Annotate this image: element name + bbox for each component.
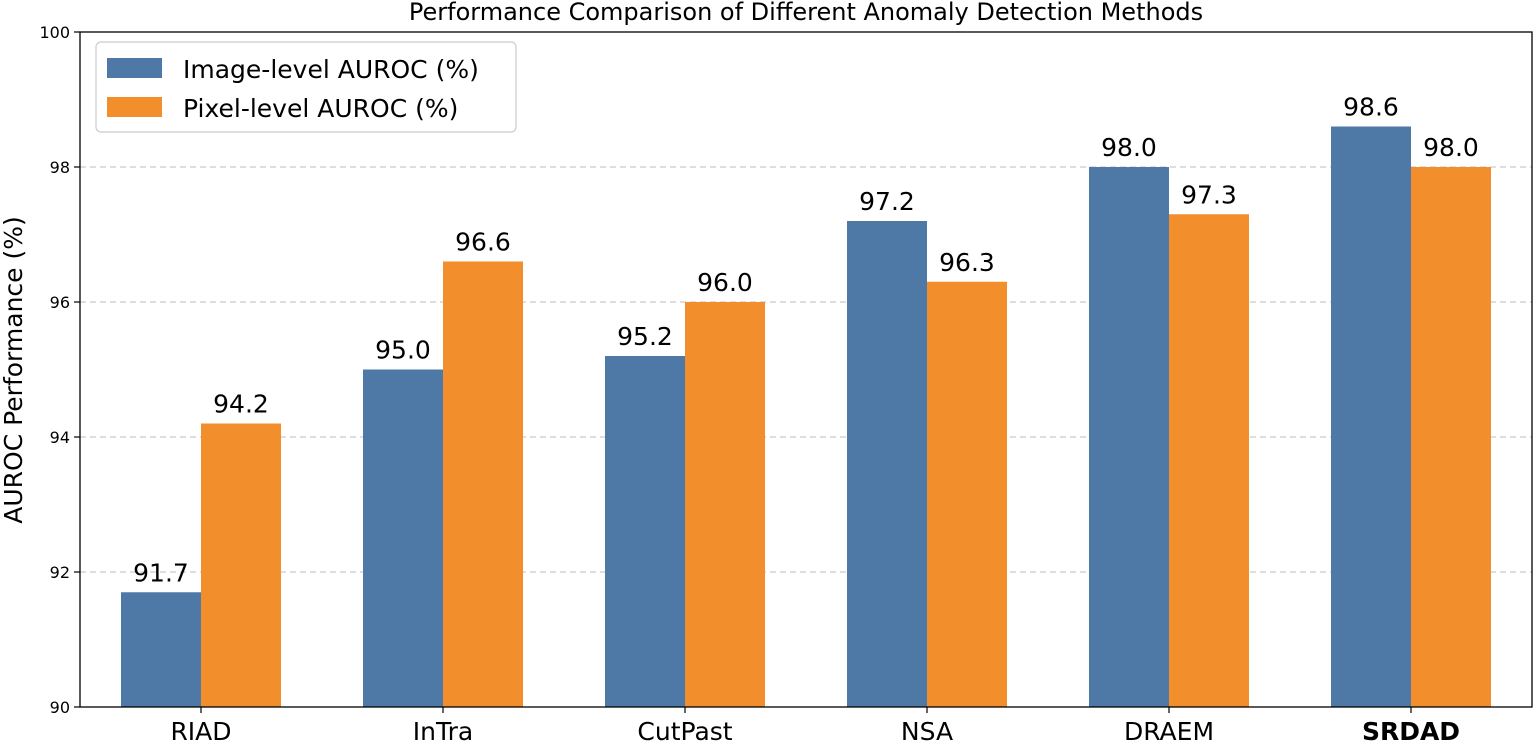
legend-label-image-level: Image-level AUROC (%) bbox=[183, 55, 479, 84]
y-tick-label: 98 bbox=[50, 158, 70, 177]
bar-pixel-level-intra bbox=[443, 261, 523, 707]
bar-image-level-nsa bbox=[847, 221, 927, 707]
legend-swatch-image-level bbox=[107, 58, 162, 78]
x-tick-label-intra: InTra bbox=[413, 717, 473, 742]
data-label: 98.6 bbox=[1343, 93, 1399, 122]
data-label: 96.3 bbox=[939, 248, 995, 277]
data-label: 98.0 bbox=[1423, 133, 1479, 162]
data-labels: 91.7 95.0 95.2 97.2 98.0 98.6 94.2 96.6 96.0 96.3… bbox=[133, 93, 1479, 588]
x-axis-ticks: RIAD InTra CutPast NSA DRAEM SRDAD bbox=[170, 707, 1460, 742]
x-tick-label-cutpast: CutPast bbox=[637, 717, 732, 742]
data-label: 96.6 bbox=[455, 228, 511, 257]
data-label: 98.0 bbox=[1101, 133, 1157, 162]
legend-label-pixel-level: Pixel-level AUROC (%) bbox=[183, 94, 458, 123]
y-tick-label: 94 bbox=[50, 428, 70, 447]
legend-swatch-pixel-level bbox=[107, 97, 162, 117]
data-label: 96.0 bbox=[697, 268, 753, 297]
bar-pixel-level-riad bbox=[201, 423, 281, 707]
legend: Image-level AUROC (%) Pixel-level AUROC … bbox=[95, 41, 517, 133]
bar-pixel-level-cutpast bbox=[685, 302, 765, 707]
x-tick-label-draem: DRAEM bbox=[1124, 717, 1214, 742]
data-label: 97.2 bbox=[859, 187, 915, 216]
y-axis-label: AUROC Performance (%) bbox=[0, 216, 28, 523]
chart-title: Performance Comparison of Different Anom… bbox=[409, 0, 1203, 26]
bar-image-level-intra bbox=[363, 369, 443, 707]
y-axis-ticks: 90 92 94 96 98 100 bbox=[39, 23, 80, 717]
bar-image-level-riad bbox=[121, 592, 201, 707]
data-label: 94.2 bbox=[213, 390, 269, 419]
bar-image-level-srdad bbox=[1331, 126, 1411, 707]
data-label: 91.7 bbox=[133, 558, 189, 587]
bar-image-level-cutpast bbox=[605, 356, 685, 707]
data-label: 97.3 bbox=[1181, 180, 1237, 209]
plot-frame bbox=[79, 31, 1533, 708]
bar-pixel-level-srdad bbox=[1411, 167, 1491, 707]
y-tick-label: 96 bbox=[50, 293, 70, 312]
y-tick-label: 100 bbox=[39, 23, 70, 42]
x-tick-label-riad: RIAD bbox=[170, 717, 231, 742]
y-tick-label: 90 bbox=[50, 698, 70, 717]
x-tick-label-srdad: SRDAD bbox=[1362, 717, 1460, 742]
legend-frame bbox=[95, 41, 517, 133]
bar-pixel-level-draem bbox=[1169, 214, 1249, 707]
bar-image-level-draem bbox=[1089, 167, 1169, 707]
data-label: 95.2 bbox=[617, 322, 673, 351]
gridlines bbox=[80, 166, 1532, 573]
data-label: 95.0 bbox=[375, 336, 431, 365]
y-tick-label: 92 bbox=[50, 563, 70, 582]
bar-pixel-level-nsa bbox=[927, 281, 1007, 707]
bars bbox=[121, 126, 1491, 707]
x-tick-label-nsa: NSA bbox=[901, 717, 953, 742]
